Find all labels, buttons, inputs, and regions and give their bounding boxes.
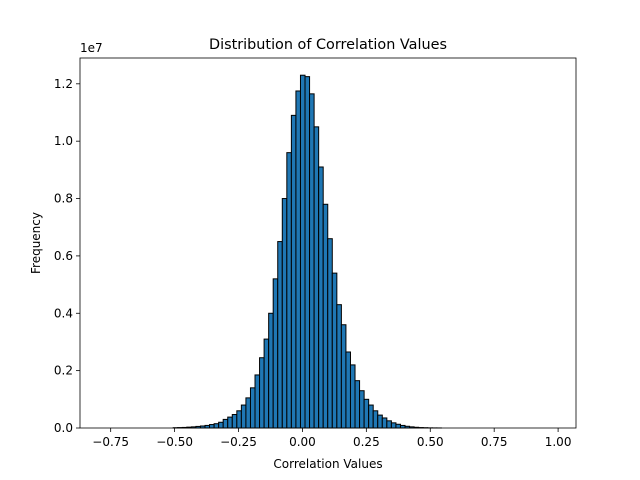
- histogram-bar: [249, 387, 256, 429]
- histogram-bar: [213, 423, 220, 429]
- histogram-bar: [359, 390, 365, 429]
- histogram-bar: [263, 338, 270, 429]
- x-tick-label: 0.25: [353, 435, 380, 449]
- histogram-bar: [395, 423, 401, 429]
- y-offset-label: 1e7: [80, 41, 103, 55]
- x-tick-label: 0.50: [417, 435, 444, 449]
- histogram-bar: [309, 93, 315, 429]
- histogram-bar: [231, 414, 238, 429]
- histogram-bar: [354, 380, 361, 429]
- histogram-bar: [381, 417, 388, 429]
- histogram-bar: [272, 278, 279, 429]
- histogram-bar: [290, 114, 297, 429]
- x-tick-label: −0.50: [156, 435, 193, 449]
- histogram-bar: [345, 351, 351, 429]
- histogram-bar: [313, 126, 320, 429]
- histogram-bar: [222, 418, 229, 429]
- histogram-bar: [281, 198, 288, 429]
- histogram-bar: [218, 421, 224, 429]
- histogram-bar: [304, 76, 311, 429]
- x-tick-label: −0.75: [92, 435, 129, 449]
- histogram-bar: [340, 324, 347, 429]
- bars-group: [172, 74, 442, 429]
- histogram-bar: [209, 424, 215, 429]
- histogram-bar: [368, 404, 374, 429]
- histogram-bar: [372, 410, 379, 429]
- histogram-bar: [336, 304, 342, 429]
- histogram-bar: [327, 238, 333, 429]
- y-axis-label: Frequency: [29, 212, 43, 274]
- histogram-bar: [286, 152, 292, 429]
- histogram-bar: [377, 414, 383, 429]
- plot-frame: [79, 57, 577, 429]
- histogram-bar: [349, 364, 356, 429]
- histogram-bar: [390, 422, 397, 429]
- y-tick-label: 0.8: [54, 192, 73, 206]
- histogram-bar: [277, 241, 283, 429]
- y-tick-label: 1.2: [54, 77, 73, 91]
- histogram-bar: [295, 90, 301, 429]
- y-tick-label: 0.0: [54, 421, 73, 435]
- x-tick-label: 0.75: [481, 435, 508, 449]
- histogram-bar: [268, 312, 274, 429]
- chart-title: Distribution of Correlation Values: [209, 37, 447, 53]
- histogram-bar: [254, 374, 261, 429]
- y-tick-label: 0.4: [54, 306, 73, 320]
- x-tick-label: 0.00: [289, 435, 316, 449]
- x-tick-label: 1.00: [545, 435, 572, 449]
- y-tick-label: 0.2: [54, 364, 73, 378]
- histogram-bar: [299, 74, 306, 429]
- histogram-bar: [363, 398, 370, 429]
- histogram-bar: [331, 272, 338, 429]
- x-tick-label: −0.25: [220, 435, 257, 449]
- histogram-bar: [322, 203, 329, 429]
- x-axis-ticks: −0.75 −0.50 −0.25 0.00 0.25 0.50 0.75 1.00: [92, 428, 571, 449]
- histogram-bar: [245, 397, 251, 429]
- histogram-bar: [386, 420, 392, 429]
- x-axis-label: Correlation Values: [273, 457, 382, 471]
- histogram-bar: [318, 166, 324, 429]
- y-axis-ticks: 0.0 0.2 0.4 0.6 0.8 1.0 1.2: [54, 77, 80, 435]
- histogram-bar: [227, 416, 233, 429]
- histogram-bar: [236, 410, 242, 429]
- y-tick-label: 0.6: [54, 249, 73, 263]
- y-tick-label: 1.0: [54, 134, 73, 148]
- histogram-bar: [259, 357, 265, 429]
- histogram-bar: [240, 404, 247, 429]
